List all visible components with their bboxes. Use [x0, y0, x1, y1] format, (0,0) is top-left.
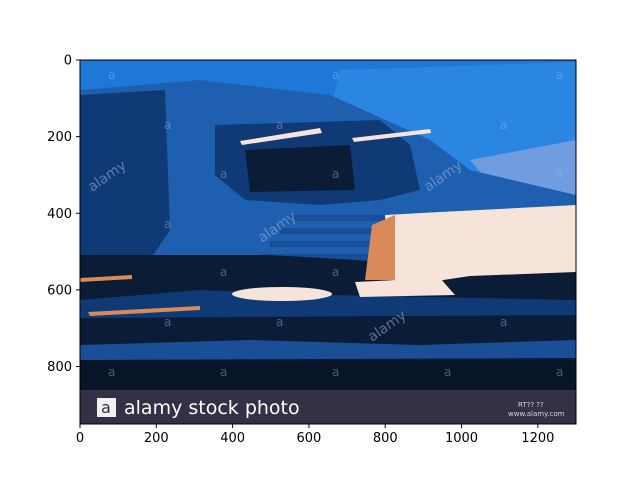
- y-tick-label: 200: [47, 130, 72, 145]
- image-stripe-1: [290, 215, 390, 221]
- watermark-a-3: a: [556, 68, 563, 82]
- watermark-a-8: a: [332, 167, 339, 181]
- alamy-website: www.alamy.com: [508, 410, 565, 418]
- x-tick-label: 200: [144, 431, 169, 446]
- alamy-image-id: RT?? ??: [518, 401, 544, 409]
- image-cream-light-left: [232, 287, 332, 301]
- x-tick-label: 400: [220, 431, 245, 446]
- y-tick-label: 600: [47, 283, 72, 298]
- x-axis: 0 200 400 600 800 1000 1200: [76, 424, 554, 446]
- watermark-a-16: a: [108, 365, 115, 379]
- x-tick-label: 0: [76, 431, 84, 446]
- watermark-a-5: a: [276, 118, 283, 132]
- image-bottom-darkest: [80, 360, 576, 390]
- watermark-a-1: a: [108, 68, 115, 82]
- watermark-a-14: a: [276, 315, 283, 329]
- image-orange-streak-far-left: [80, 275, 132, 282]
- watermark-a-19: a: [444, 365, 451, 379]
- x-tick-label: 800: [373, 431, 398, 446]
- watermark-a-12: a: [332, 265, 339, 279]
- image-stripe-4: [260, 254, 390, 260]
- y-tick-label: 800: [47, 360, 72, 375]
- watermark-a-2: a: [332, 68, 339, 82]
- image-cream-light-low: [355, 278, 455, 297]
- alamy-banner-text: alamy stock photo: [124, 397, 300, 419]
- watermark-a-20: a: [556, 365, 563, 379]
- image-stripe-2: [280, 228, 390, 234]
- image-orange-edge: [365, 215, 395, 280]
- watermark-a-13: a: [164, 315, 171, 329]
- x-tick-label: 600: [297, 431, 322, 446]
- watermark-a-10: a: [164, 217, 171, 231]
- watermark-a-11: a: [220, 265, 227, 279]
- image-cream-building: [385, 205, 576, 282]
- y-tick-label: 0: [64, 54, 72, 69]
- y-axis: 0 200 400 600 800: [47, 54, 80, 375]
- y-tick-label: 400: [47, 207, 72, 222]
- alamy-logo-box: [97, 398, 116, 417]
- image-lower-blue-streak: [80, 290, 576, 318]
- watermark-a-6: a: [500, 118, 507, 132]
- image-dark-blue-left: [80, 90, 170, 270]
- x-tick-label: 1000: [445, 431, 478, 446]
- watermark-a-4: a: [164, 118, 171, 132]
- image-stripe-3: [270, 241, 390, 247]
- watermark-a-15: a: [500, 315, 507, 329]
- image-streak-top-left: [240, 128, 322, 145]
- image-orange-streak-left: [88, 306, 200, 316]
- watermark-a-18: a: [332, 365, 339, 379]
- alamy-banner: [80, 390, 576, 424]
- image-dark-core: [245, 145, 355, 192]
- plot-image: alamy alamy alamy alamy a a a a a a a a …: [80, 60, 576, 424]
- image-streak-top-right: [352, 129, 431, 142]
- alamy-logo-letter: a: [101, 398, 111, 417]
- watermark-a-7: a: [220, 167, 227, 181]
- watermark-a-9: a: [556, 167, 563, 181]
- axes-frame: [79, 59, 577, 425]
- watermark-a-17: a: [220, 365, 227, 379]
- x-tick-label: 1200: [521, 431, 554, 446]
- image-bottom-blue-streak: [80, 340, 576, 360]
